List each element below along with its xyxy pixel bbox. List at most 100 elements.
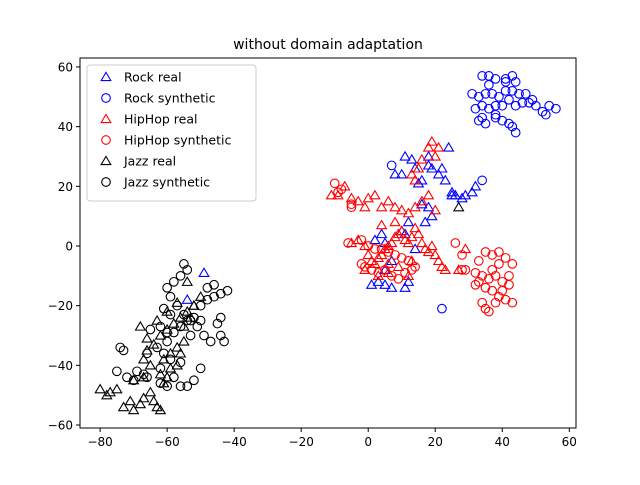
data-point <box>192 321 203 332</box>
data-point <box>134 320 147 331</box>
data-point <box>338 180 351 191</box>
data-point <box>416 174 428 185</box>
data-point <box>399 282 411 292</box>
data-point <box>514 88 524 99</box>
data-point <box>500 77 511 87</box>
data-point <box>437 303 447 314</box>
data-point <box>473 91 484 102</box>
data-point <box>118 345 129 356</box>
data-point <box>537 106 548 117</box>
data-point <box>375 201 388 212</box>
data-point <box>422 150 435 161</box>
data-point <box>426 210 438 221</box>
series-2 <box>325 135 472 280</box>
data-point <box>215 288 226 299</box>
data-point <box>429 150 442 161</box>
data-point <box>202 294 213 305</box>
data-point <box>162 282 172 293</box>
data-point <box>490 109 501 120</box>
data-point <box>172 300 183 311</box>
data-point <box>385 282 398 292</box>
y-tick-label: 20 <box>58 180 73 194</box>
data-point <box>345 192 358 203</box>
data-point <box>369 189 381 200</box>
data-point <box>137 392 150 403</box>
data-point <box>209 291 219 302</box>
data-point <box>480 303 491 314</box>
data-point <box>402 270 415 280</box>
data-point <box>480 118 491 129</box>
data-point <box>158 348 169 359</box>
data-point <box>389 216 401 227</box>
legend-marker <box>101 177 111 187</box>
legend-entry: Jazz real <box>100 154 176 169</box>
data-point <box>363 241 374 251</box>
data-point <box>175 321 186 332</box>
data-point <box>389 231 401 242</box>
data-point <box>165 291 176 302</box>
data-point <box>432 168 445 179</box>
data-point <box>195 363 206 374</box>
data-point <box>484 306 494 317</box>
data-point <box>171 359 183 370</box>
data-point <box>500 74 511 84</box>
data-point <box>422 141 435 152</box>
data-point <box>154 329 167 340</box>
data-point <box>165 354 176 365</box>
legend-marker <box>100 155 112 166</box>
data-point <box>134 398 147 409</box>
data-point <box>356 235 367 245</box>
data-point <box>405 168 418 179</box>
data-point <box>412 162 425 173</box>
data-point <box>181 276 194 286</box>
data-point <box>154 404 167 415</box>
data-point <box>527 94 538 105</box>
data-point <box>179 309 189 320</box>
data-point <box>359 240 371 251</box>
data-point <box>400 267 410 278</box>
data-point <box>494 291 504 302</box>
data-point <box>409 174 421 185</box>
data-point <box>329 178 340 189</box>
x-tick-label: 40 <box>495 435 510 449</box>
data-point <box>406 265 417 275</box>
data-point <box>158 303 169 314</box>
data-point <box>450 238 461 248</box>
data-point <box>490 74 501 84</box>
data-point <box>510 100 521 111</box>
data-point <box>385 237 398 248</box>
data-point <box>477 71 488 81</box>
data-point <box>373 267 384 278</box>
data-point <box>497 115 508 126</box>
data-point <box>386 160 397 171</box>
data-point <box>181 305 194 316</box>
data-point <box>507 71 518 81</box>
data-point <box>432 255 445 266</box>
data-point <box>343 238 353 248</box>
y-tick-label: 40 <box>58 120 73 134</box>
data-point <box>124 395 137 406</box>
data-point <box>405 153 418 164</box>
data-point <box>426 162 438 173</box>
data-point <box>470 279 481 290</box>
data-point <box>154 368 167 379</box>
y-tick-label: −40 <box>48 359 73 373</box>
data-point <box>179 259 189 269</box>
data-point <box>510 127 521 138</box>
data-point <box>429 204 442 215</box>
data-point <box>402 237 415 248</box>
y-tick-label: −20 <box>48 299 73 313</box>
data-point <box>195 315 206 326</box>
data-point <box>174 311 187 322</box>
data-point <box>517 97 528 108</box>
data-point <box>147 395 160 406</box>
legend-label: Jazz real <box>123 154 176 169</box>
data-point <box>181 294 194 304</box>
data-point <box>520 88 531 99</box>
data-point <box>392 261 405 272</box>
data-point <box>497 285 508 296</box>
data-point <box>375 219 388 230</box>
plot-frame <box>79 57 577 429</box>
data-point <box>494 259 504 269</box>
